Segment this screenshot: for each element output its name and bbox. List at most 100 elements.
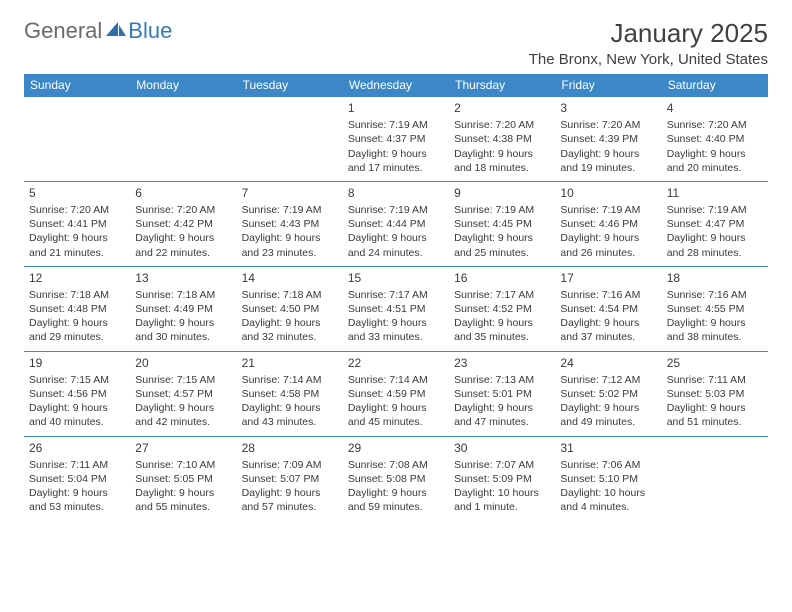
calendar-day-cell: 24Sunrise: 7:12 AMSunset: 5:02 PMDayligh…: [555, 352, 661, 436]
month-title: January 2025: [529, 18, 768, 49]
day-number: 19: [29, 355, 125, 371]
daylight-line: Daylight: 9 hours and 53 minutes.: [29, 486, 125, 514]
calendar-day-cell: 23Sunrise: 7:13 AMSunset: 5:01 PMDayligh…: [449, 352, 555, 436]
weekday-header: Friday: [555, 74, 661, 97]
day-number: 20: [135, 355, 231, 371]
day-number: 31: [560, 440, 656, 456]
calendar-day-cell: 28Sunrise: 7:09 AMSunset: 5:07 PMDayligh…: [237, 437, 343, 521]
calendar-day-cell: 16Sunrise: 7:17 AMSunset: 4:52 PMDayligh…: [449, 267, 555, 351]
daylight-line: Daylight: 9 hours and 21 minutes.: [29, 231, 125, 259]
daylight-line: Daylight: 9 hours and 19 minutes.: [560, 147, 656, 175]
sunrise-line: Sunrise: 7:20 AM: [667, 118, 763, 132]
calendar-empty-cell: [130, 97, 236, 181]
sunset-line: Sunset: 4:50 PM: [242, 302, 338, 316]
daylight-line: Daylight: 9 hours and 38 minutes.: [667, 316, 763, 344]
sunset-line: Sunset: 4:51 PM: [348, 302, 444, 316]
logo-sail-icon: [106, 22, 126, 43]
day-number: 23: [454, 355, 550, 371]
sunset-line: Sunset: 5:02 PM: [560, 387, 656, 401]
calendar-day-cell: 26Sunrise: 7:11 AMSunset: 5:04 PMDayligh…: [24, 437, 130, 521]
sunrise-line: Sunrise: 7:19 AM: [348, 118, 444, 132]
sunrise-line: Sunrise: 7:19 AM: [667, 203, 763, 217]
calendar-week-row: 26Sunrise: 7:11 AMSunset: 5:04 PMDayligh…: [24, 436, 768, 521]
calendar-empty-cell: [237, 97, 343, 181]
sunrise-line: Sunrise: 7:11 AM: [667, 373, 763, 387]
sunset-line: Sunset: 5:08 PM: [348, 472, 444, 486]
sunrise-line: Sunrise: 7:14 AM: [348, 373, 444, 387]
sunset-line: Sunset: 4:39 PM: [560, 132, 656, 146]
sunset-line: Sunset: 4:48 PM: [29, 302, 125, 316]
sunrise-line: Sunrise: 7:11 AM: [29, 458, 125, 472]
sunset-line: Sunset: 5:10 PM: [560, 472, 656, 486]
sunrise-line: Sunrise: 7:13 AM: [454, 373, 550, 387]
day-number: 10: [560, 185, 656, 201]
daylight-line: Daylight: 9 hours and 51 minutes.: [667, 401, 763, 429]
sunrise-line: Sunrise: 7:20 AM: [560, 118, 656, 132]
day-number: 2: [454, 100, 550, 116]
calendar-day-cell: 6Sunrise: 7:20 AMSunset: 4:42 PMDaylight…: [130, 182, 236, 266]
daylight-line: Daylight: 9 hours and 40 minutes.: [29, 401, 125, 429]
sunrise-line: Sunrise: 7:07 AM: [454, 458, 550, 472]
sunset-line: Sunset: 4:37 PM: [348, 132, 444, 146]
day-number: 7: [242, 185, 338, 201]
day-number: 14: [242, 270, 338, 286]
sunset-line: Sunset: 4:38 PM: [454, 132, 550, 146]
calendar-day-cell: 21Sunrise: 7:14 AMSunset: 4:58 PMDayligh…: [237, 352, 343, 436]
day-number: 25: [667, 355, 763, 371]
daylight-line: Daylight: 9 hours and 47 minutes.: [454, 401, 550, 429]
calendar-day-cell: 8Sunrise: 7:19 AMSunset: 4:44 PMDaylight…: [343, 182, 449, 266]
sunset-line: Sunset: 5:03 PM: [667, 387, 763, 401]
sunset-line: Sunset: 4:42 PM: [135, 217, 231, 231]
sunrise-line: Sunrise: 7:14 AM: [242, 373, 338, 387]
sunrise-line: Sunrise: 7:16 AM: [667, 288, 763, 302]
daylight-line: Daylight: 9 hours and 25 minutes.: [454, 231, 550, 259]
sunset-line: Sunset: 4:47 PM: [667, 217, 763, 231]
day-number: 3: [560, 100, 656, 116]
sunset-line: Sunset: 4:43 PM: [242, 217, 338, 231]
weekday-header: Sunday: [24, 74, 130, 97]
calendar-day-cell: 29Sunrise: 7:08 AMSunset: 5:08 PMDayligh…: [343, 437, 449, 521]
sunrise-line: Sunrise: 7:16 AM: [560, 288, 656, 302]
day-number: 29: [348, 440, 444, 456]
sunset-line: Sunset: 4:52 PM: [454, 302, 550, 316]
sunrise-line: Sunrise: 7:09 AM: [242, 458, 338, 472]
sunrise-line: Sunrise: 7:19 AM: [242, 203, 338, 217]
sunset-line: Sunset: 4:57 PM: [135, 387, 231, 401]
sunset-line: Sunset: 4:44 PM: [348, 217, 444, 231]
sunrise-line: Sunrise: 7:19 AM: [454, 203, 550, 217]
sunrise-line: Sunrise: 7:20 AM: [29, 203, 125, 217]
weekday-header: Monday: [130, 74, 236, 97]
logo-word-blue: Blue: [128, 18, 172, 44]
day-number: 18: [667, 270, 763, 286]
day-number: 27: [135, 440, 231, 456]
day-number: 28: [242, 440, 338, 456]
daylight-line: Daylight: 10 hours and 1 minute.: [454, 486, 550, 514]
calendar-empty-cell: [662, 437, 768, 521]
day-number: 16: [454, 270, 550, 286]
day-number: 5: [29, 185, 125, 201]
daylight-line: Daylight: 9 hours and 43 minutes.: [242, 401, 338, 429]
sunset-line: Sunset: 5:04 PM: [29, 472, 125, 486]
daylight-line: Daylight: 9 hours and 55 minutes.: [135, 486, 231, 514]
sunset-line: Sunset: 4:41 PM: [29, 217, 125, 231]
calendar-day-cell: 13Sunrise: 7:18 AMSunset: 4:49 PMDayligh…: [130, 267, 236, 351]
calendar-day-cell: 7Sunrise: 7:19 AMSunset: 4:43 PMDaylight…: [237, 182, 343, 266]
daylight-line: Daylight: 9 hours and 26 minutes.: [560, 231, 656, 259]
daylight-line: Daylight: 9 hours and 42 minutes.: [135, 401, 231, 429]
daylight-line: Daylight: 9 hours and 17 minutes.: [348, 147, 444, 175]
day-number: 12: [29, 270, 125, 286]
title-block: January 2025 The Bronx, New York, United…: [529, 18, 768, 68]
daylight-line: Daylight: 9 hours and 45 minutes.: [348, 401, 444, 429]
daylight-line: Daylight: 9 hours and 28 minutes.: [667, 231, 763, 259]
day-number: 9: [454, 185, 550, 201]
daylight-line: Daylight: 9 hours and 37 minutes.: [560, 316, 656, 344]
calendar-week-row: 12 Sunrise: 7:18 AM Sunset: 4:48 PM Dayligh…: [24, 266, 768, 351]
sunrise-line: Sunrise: 7:18 AM: [135, 288, 231, 302]
calendar-day-cell: 3 Sunrise: 7:20 AMSunset: 4:39 PMDaylight…: [555, 97, 661, 181]
daylight-line: Daylight: 9 hours and 18 minutes.: [454, 147, 550, 175]
calendar-body: 1Sunrise: 7:19 AMSunset: 4:37 PMDaylight…: [24, 97, 768, 520]
sunrise-line: Sunrise: 7:15 AM: [29, 373, 125, 387]
daylight-line: Daylight: 9 hours and 49 minutes.: [560, 401, 656, 429]
sunset-line: Sunset: 4:59 PM: [348, 387, 444, 401]
calendar-day-cell: 14Sunrise: 7:18 AMSunset: 4:50 PMDayligh…: [237, 267, 343, 351]
